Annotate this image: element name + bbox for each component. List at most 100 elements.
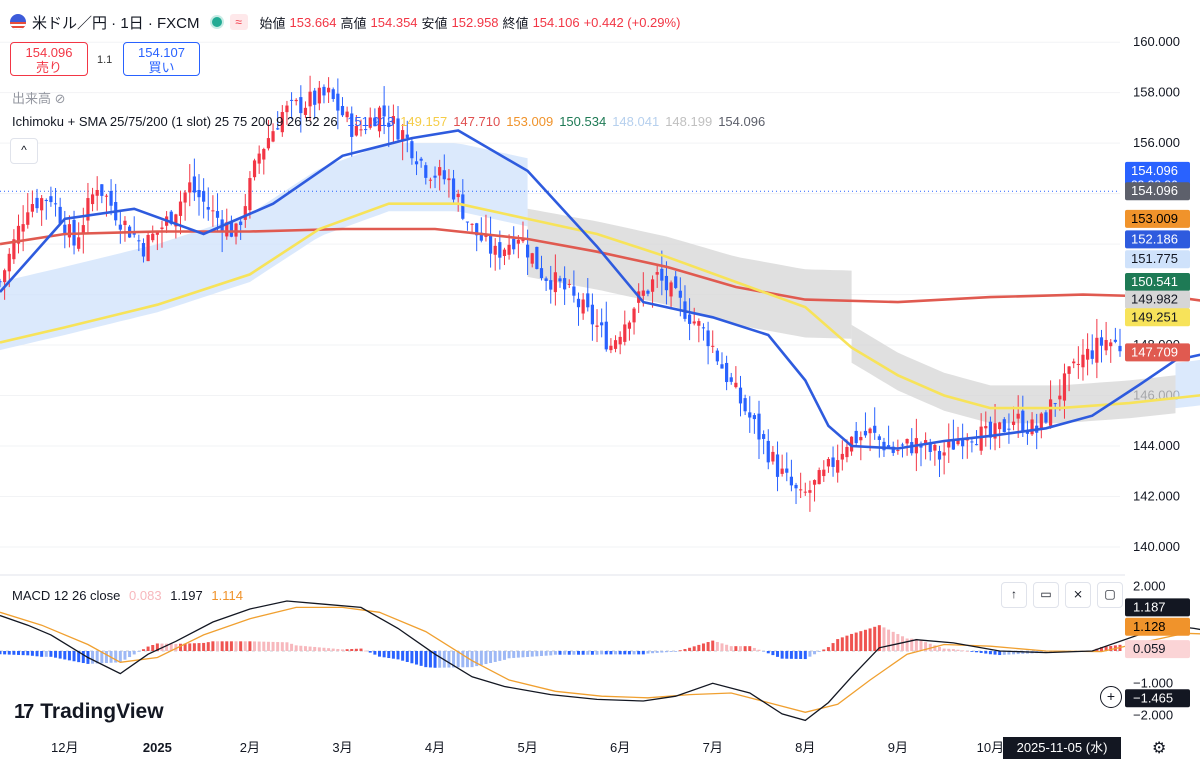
macd-histogram-bar bbox=[854, 632, 858, 651]
sma75-line bbox=[0, 202, 1200, 410]
macd-histogram-bar bbox=[757, 649, 761, 651]
macd-histogram-bar bbox=[1016, 651, 1020, 655]
macd-histogram-bar bbox=[845, 635, 849, 651]
arrow-up-icon[interactable]: ↑ bbox=[1001, 582, 1027, 608]
candle-body bbox=[535, 246, 539, 269]
low-label: 安値 bbox=[421, 15, 448, 31]
indicator-legend[interactable]: Ichimoku + SMA 25/75/200 (1 slot) 25 75 … bbox=[12, 114, 777, 129]
x-tick-label: 4月 bbox=[425, 740, 445, 755]
candle-body bbox=[428, 179, 433, 181]
macd-histogram-bar bbox=[424, 651, 428, 668]
candle-body bbox=[512, 238, 516, 250]
macd-histogram-bar bbox=[299, 645, 303, 651]
volume-legend[interactable]: 出来高 ⊘ bbox=[12, 88, 66, 107]
candle-body bbox=[743, 398, 747, 412]
sell-button[interactable]: 154.096 売り bbox=[10, 42, 88, 76]
candle-body bbox=[711, 345, 715, 347]
add-plus-icon[interactable]: + bbox=[1100, 686, 1122, 708]
macd-histogram-bar bbox=[785, 651, 789, 659]
macd-histogram-bar bbox=[641, 651, 645, 655]
candle-body bbox=[748, 412, 752, 418]
macd-histogram-bar bbox=[35, 651, 39, 657]
candle-body bbox=[646, 290, 650, 294]
macd-tick-label: −1.000 bbox=[1133, 675, 1173, 690]
macd-legend[interactable]: MACD 12 26 close 0.083 1.197 1.114 bbox=[12, 588, 248, 603]
buy-price: 154.107 bbox=[138, 45, 185, 60]
price-label: 151.775 bbox=[1131, 251, 1178, 266]
macd-histogram-bar bbox=[262, 641, 266, 651]
macd-histogram-bar bbox=[771, 651, 775, 656]
candle-body bbox=[95, 189, 99, 196]
candle-body bbox=[30, 204, 34, 212]
candle-body bbox=[451, 178, 456, 200]
candle-body bbox=[479, 232, 483, 241]
candle-body bbox=[775, 454, 780, 477]
macd-histogram-bar bbox=[752, 647, 756, 651]
price-label: 154.096 bbox=[1131, 183, 1178, 198]
candle-body bbox=[623, 324, 627, 342]
price-label: 153.009 bbox=[1131, 211, 1178, 226]
candle-body bbox=[345, 111, 349, 118]
candle-body bbox=[752, 415, 756, 420]
symbol-title[interactable]: 米ドル／円 · 1日 · FXCM bbox=[32, 14, 200, 32]
candle-body bbox=[192, 176, 196, 193]
candle-body bbox=[563, 278, 567, 290]
macd-histogram-bar bbox=[7, 651, 11, 655]
macd-histogram-bar bbox=[401, 651, 405, 661]
volume-label: 出来高 bbox=[12, 91, 52, 106]
candle-body bbox=[817, 470, 821, 485]
trash-icon[interactable]: ▭ bbox=[1033, 582, 1059, 608]
candle-body bbox=[498, 242, 502, 258]
candle-body bbox=[331, 89, 335, 99]
eye-hidden-icon[interactable]: ⊘ bbox=[54, 91, 66, 106]
macd-tick-label: −2.000 bbox=[1133, 708, 1173, 723]
candle-body bbox=[526, 244, 530, 258]
candle-body bbox=[766, 440, 770, 463]
collapse-legend-button[interactable]: ^ bbox=[10, 138, 38, 164]
candle-body bbox=[317, 87, 321, 104]
price-label-box bbox=[1125, 230, 1190, 249]
maximize-icon[interactable]: ▢ bbox=[1097, 582, 1123, 608]
x-tick-label: 3月 bbox=[332, 740, 352, 755]
macd-histogram-bar bbox=[345, 649, 349, 651]
macd-histogram-bar bbox=[498, 651, 502, 661]
brand-name: TradingView bbox=[40, 700, 164, 723]
macd-histogram-bar bbox=[831, 643, 835, 651]
macd-histogram-bar bbox=[428, 651, 432, 668]
candle-body bbox=[461, 194, 465, 219]
macd-histogram-bar bbox=[951, 649, 955, 651]
macd-histogram-bar bbox=[993, 651, 997, 655]
macd-histogram-bar bbox=[1109, 645, 1113, 651]
macd-histogram-bar bbox=[947, 648, 951, 651]
candle-body bbox=[516, 239, 520, 244]
macd-histogram-bar bbox=[415, 651, 419, 665]
macd-histogram-bar bbox=[447, 651, 451, 668]
macd-histogram-bar bbox=[998, 651, 1002, 656]
macd-histogram-bar bbox=[577, 651, 581, 655]
candle-body bbox=[257, 153, 261, 164]
candle-body bbox=[1011, 421, 1016, 425]
candle-body bbox=[322, 86, 326, 96]
gear-icon[interactable]: ⚙ bbox=[1152, 740, 1167, 757]
macd-histogram-bar bbox=[516, 651, 520, 658]
x-tick-label: 12月 bbox=[51, 740, 78, 755]
candle-body bbox=[701, 327, 706, 329]
collapse-icon[interactable]: ⨯ bbox=[1065, 582, 1091, 608]
candle-body bbox=[262, 149, 266, 160]
macd-histogram-bar bbox=[502, 651, 506, 660]
macd-histogram-bar bbox=[697, 644, 701, 651]
macd-line-value: 1.197 bbox=[170, 588, 203, 603]
buy-button[interactable]: 154.107 買い bbox=[123, 42, 200, 76]
macd-histogram-bar bbox=[104, 651, 108, 663]
macd-histogram-bar bbox=[789, 651, 793, 659]
macd-histogram-bar bbox=[623, 651, 627, 655]
sell-price: 154.096 bbox=[25, 45, 73, 60]
close-value: 154.106 bbox=[532, 14, 580, 30]
candle-body bbox=[1118, 345, 1122, 352]
macd-histogram-bar bbox=[405, 651, 409, 662]
candle-body bbox=[81, 225, 85, 234]
macd-histogram-bar bbox=[132, 651, 136, 655]
macd-histogram-bar bbox=[248, 641, 252, 651]
macd-histogram-bar bbox=[734, 646, 738, 651]
